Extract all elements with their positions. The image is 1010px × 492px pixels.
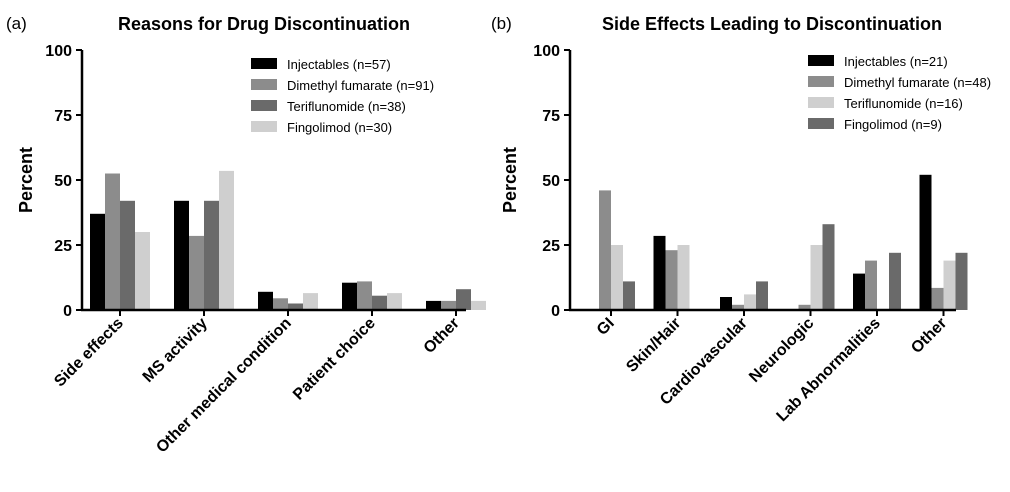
- bar-patient-choice-injectables-a: [342, 282, 357, 310]
- legend-swatch-teriflunomide-b: [808, 97, 834, 108]
- chart-title-b: Side Effects Leading to Discontinuation: [602, 14, 942, 34]
- bar-gi-dimethyl-fumarate-b: [599, 190, 611, 310]
- bar-neurologic-teriflunomide-b: [810, 245, 823, 310]
- y-axis-title-b: Percent: [500, 147, 520, 213]
- legend-b: Injectables (n=21) Dimethyl fumarate (n=4…: [808, 54, 991, 132]
- legend-label-fingolimod-b: Fingolimod (n=9): [844, 117, 942, 132]
- bar-ms-activity-dimethyl-fumarate-a: [189, 235, 204, 310]
- x-tick-label-other-a: Other: [421, 315, 463, 357]
- legend-swatch-fingolimod-b: [808, 118, 834, 129]
- bar-skin-hair-injectables-b: [653, 235, 666, 310]
- y-tick-label-25-a: 25: [54, 238, 72, 255]
- x-tick-label-side-effects-a: Side effects: [51, 315, 127, 391]
- bar-skin-hair-teriflunomide-b: [677, 245, 690, 310]
- bar-gi-fingolimod-b: [623, 281, 635, 310]
- bar-ms-activity-teriflunomide-a: [204, 200, 219, 310]
- y-tick-label-100-b: 100: [533, 43, 560, 60]
- legend-swatch-teriflunomide-a: [251, 100, 277, 111]
- bar-cardiovascular-fingolimod-b: [756, 281, 768, 310]
- x-tick-label-gi-b: GI: [594, 315, 618, 339]
- chart-title-a: Reasons for Drug Discontinuation: [118, 14, 410, 34]
- bar-other-medical-condition-injectables-a: [258, 291, 273, 310]
- bar-other-teriflunomide-b: [943, 260, 956, 310]
- y-tick-label-0-a: 0: [63, 303, 72, 320]
- y-tick-label-50-a: 50: [54, 173, 72, 190]
- x-tick-label-neurologic-b: Neurologic: [746, 315, 817, 386]
- bar-side-effects-teriflunomide-a: [120, 200, 135, 310]
- y-tick-label-75-a: 75: [54, 108, 72, 125]
- y-axis-b: 0 25 50 75 100: [533, 43, 570, 320]
- bar-other-injectables-a: [426, 300, 441, 310]
- legend-swatch-injectables-b: [808, 55, 834, 66]
- bar-patient-choice-fingolimod-a: [387, 293, 402, 310]
- bar-neurologic-dimethyl-fumarate-b: [798, 304, 811, 310]
- x-tick-label-other-b: Other: [908, 315, 950, 357]
- bar-lab-abnormalities-fingolimod-b: [889, 252, 901, 310]
- bar-other-fingolimod-b: [955, 252, 968, 310]
- bar-gi-teriflunomide-b: [611, 245, 623, 310]
- legend-swatch-fingolimod-a: [251, 121, 277, 132]
- y-tick-label-25-b: 25: [542, 238, 560, 255]
- chart-panel-a: (a) Reasons for Drug Discontinuation Per…: [6, 14, 486, 456]
- bar-cardiovascular-dimethyl-fumarate-b: [732, 304, 744, 310]
- legend-a: Injectables (n=57) Dimethyl fumarate (n=9…: [251, 57, 434, 135]
- bar-cardiovascular-teriflunomide-b: [744, 294, 756, 310]
- x-tick-label-patient-choice-a: Patient choice: [290, 315, 379, 404]
- bar-ms-activity-injectables-a: [174, 200, 189, 310]
- x-tick-label-other-medical-condition-a: Other medical condition: [153, 315, 295, 457]
- y-axis-a: 0 25 50 75 100: [45, 43, 82, 320]
- bar-lab-abnormalities-dimethyl-fumarate-b: [865, 260, 877, 310]
- x-tick-label-ms-activity-a: MS activity: [140, 315, 211, 386]
- panel-label-b: (b): [491, 14, 512, 33]
- legend-swatch-dimethyl-fumarate-a: [251, 79, 277, 90]
- bar-patient-choice-teriflunomide-a: [372, 295, 387, 310]
- bar-other-dimethyl-fumarate-b: [931, 287, 944, 310]
- bar-other-medical-condition-dimethyl-fumarate-a: [273, 298, 288, 310]
- legend-label-injectables-b: Injectables (n=21): [844, 54, 948, 69]
- y-tick-label-75-b: 75: [542, 108, 560, 125]
- y-tick-label-0-b: 0: [551, 303, 560, 320]
- bar-side-effects-dimethyl-fumarate-a: [105, 173, 120, 310]
- bar-cardiovascular-injectables-b: [720, 297, 732, 310]
- bar-neurologic-fingolimod-b: [822, 224, 835, 310]
- legend-label-dimethyl-fumarate-b: Dimethyl fumarate (n=48): [844, 75, 991, 90]
- y-axis-title-a: Percent: [16, 147, 36, 213]
- bar-other-teriflunomide-a: [456, 289, 471, 310]
- bar-lab-abnormalities-injectables-b: [853, 273, 865, 310]
- legend-label-teriflunomide-a: Teriflunomide (n=38): [287, 99, 406, 114]
- bar-other-medical-condition-fingolimod-a: [303, 293, 318, 310]
- bar-other-medical-condition-teriflunomide-a: [288, 303, 303, 310]
- bar-side-effects-fingolimod-a: [135, 232, 150, 310]
- bar-other-injectables-b: [919, 174, 932, 310]
- legend-label-injectables-a: Injectables (n=57): [287, 57, 391, 72]
- panel-label-a: (a): [6, 14, 27, 33]
- bar-ms-activity-fingolimod-a: [219, 170, 234, 310]
- bars-b: [599, 174, 968, 310]
- legend-label-dimethyl-fumarate-a: Dimethyl fumarate (n=91): [287, 78, 434, 93]
- axes-b: [568, 50, 956, 316]
- y-tick-label-100-a: 100: [45, 43, 72, 60]
- legend-label-fingolimod-a: Fingolimod (n=30): [287, 120, 392, 135]
- bar-other-fingolimod-a: [471, 300, 486, 310]
- axes-a: [80, 50, 466, 316]
- bar-patient-choice-dimethyl-fumarate-a: [357, 281, 372, 310]
- bar-skin-hair-dimethyl-fumarate-b: [665, 250, 678, 310]
- legend-swatch-dimethyl-fumarate-b: [808, 76, 834, 87]
- bar-other-dimethyl-fumarate-a: [441, 300, 456, 310]
- legend-swatch-injectables-a: [251, 58, 277, 69]
- chart-panel-b: (b) Side Effects Leading to Discontinuat…: [491, 14, 991, 425]
- legend-label-teriflunomide-b: Teriflunomide (n=16): [844, 96, 963, 111]
- bar-side-effects-injectables-a: [90, 213, 105, 310]
- bars-a: [90, 170, 486, 310]
- x-tick-label-skin-hair-b: Skin/Hair: [623, 315, 684, 376]
- y-tick-label-50-b: 50: [542, 173, 560, 190]
